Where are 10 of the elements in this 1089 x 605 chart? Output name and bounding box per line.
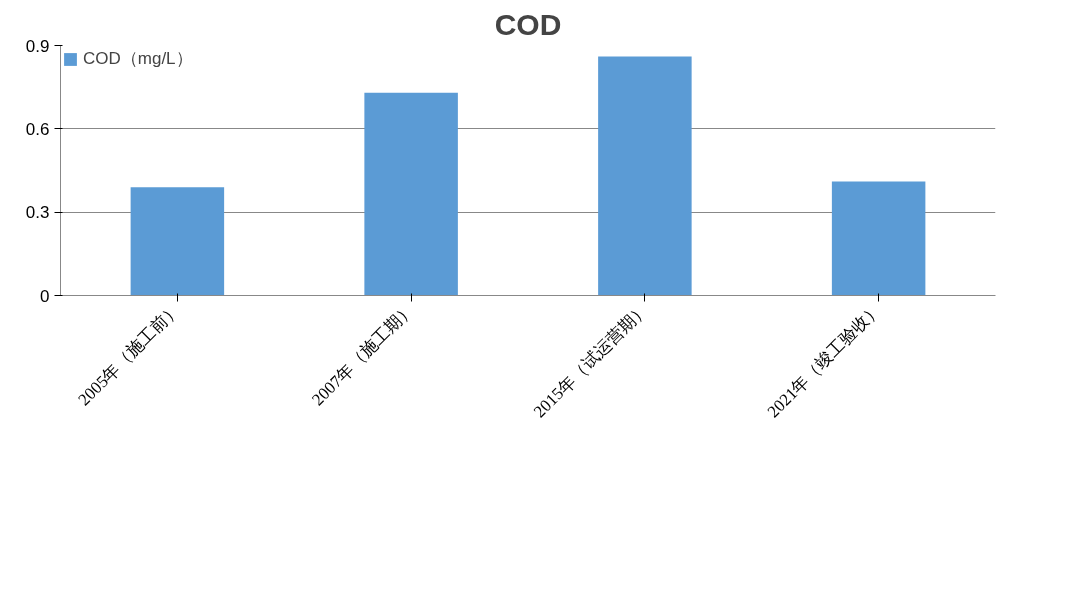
bar bbox=[831, 181, 926, 296]
y-tick-label: 0.6 bbox=[25, 119, 50, 139]
legend-label: COD（mg/L） bbox=[83, 48, 193, 70]
bar bbox=[598, 56, 692, 296]
y-tick-label: 0 bbox=[40, 286, 50, 306]
bar bbox=[364, 92, 458, 296]
y-tick-label: 0.9 bbox=[25, 36, 50, 56]
chart-title: COD bbox=[494, 7, 562, 41]
bar bbox=[130, 187, 225, 296]
y-tick-label: 0.3 bbox=[25, 203, 50, 223]
